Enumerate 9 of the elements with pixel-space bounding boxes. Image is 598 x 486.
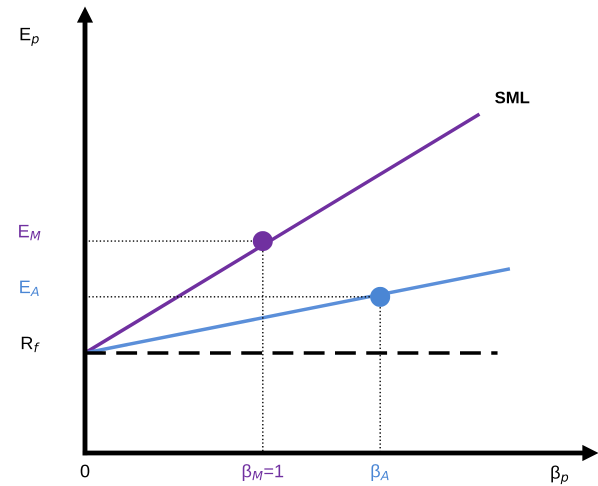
x-tick-label: β$_{A}$ [372, 464, 389, 481]
text: E$_{A}$ [20, 280, 39, 296]
text: R$_{f}$ [22, 336, 40, 352]
x-axis-title: β$_{p}$ [551, 466, 568, 484]
text: E$_{M}$ [19, 224, 40, 240]
annotation: SML [495, 92, 530, 104]
x-tick-label: β$_{M}$=1 [242, 464, 284, 481]
x-tick-label: 0 [80, 464, 90, 478]
y-axis-title: E$_{p}$ [20, 28, 39, 46]
